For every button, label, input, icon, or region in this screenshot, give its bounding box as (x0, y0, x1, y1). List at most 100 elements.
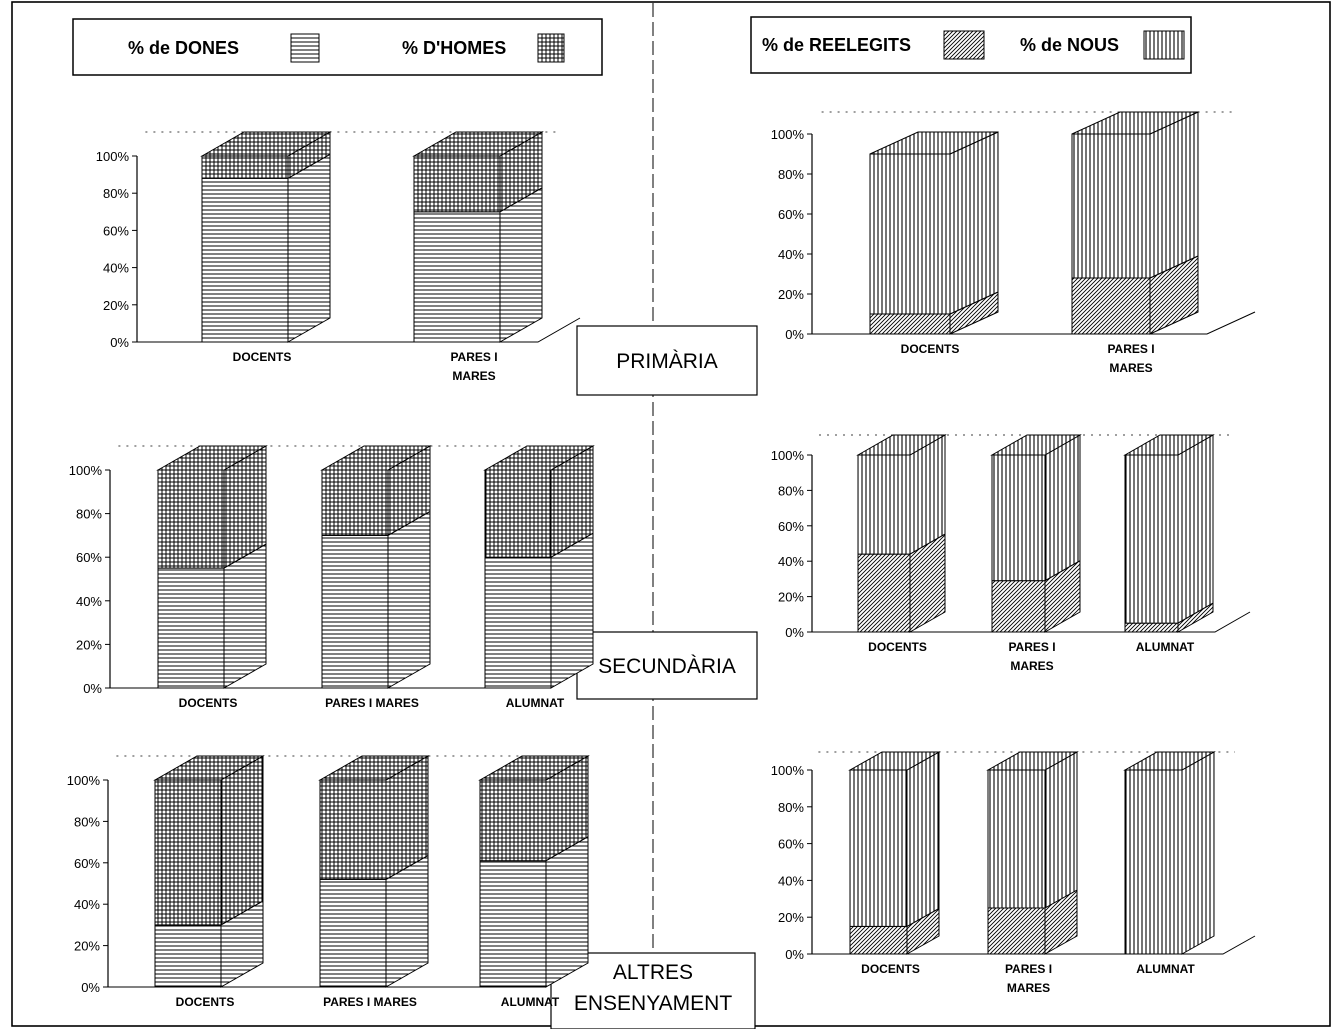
x-category-label: PARES I (1008, 640, 1055, 654)
x-category-label: DOCENTS (176, 995, 235, 1009)
legend-men-swatch (537, 33, 565, 63)
y-tick-label: 100% (771, 448, 805, 463)
bar-diagonal-segment-front (1124, 622, 1179, 633)
x-category-label: MARES (452, 369, 495, 383)
level-box-primaria: PRIMÀRIA (576, 325, 758, 396)
bar-vertical-segment-front (991, 454, 1046, 582)
bar-horizontal-segment-front (484, 556, 552, 689)
y-tick-label: 40% (778, 247, 804, 262)
y-tick-label: 20% (76, 637, 102, 652)
bar-vertical-segment-side (1149, 111, 1199, 279)
level-box-secundaria: SECUNDÀRIA (576, 631, 758, 700)
x-category-label: DOCENTS (179, 696, 238, 710)
bar-vertical-segment-front (987, 769, 1046, 909)
level-label-altres-line2: ENSENYAMENT (574, 992, 732, 1015)
x-category-label: ALUMNAT (1136, 640, 1195, 654)
bar-horizontal-segment-side (287, 153, 331, 343)
bar-diagonal-segment-front (857, 553, 911, 633)
legend-reelected-swatch (943, 30, 985, 60)
bar-horizontal-segment-side (550, 532, 594, 689)
legend-men-label: % D'HOMES (402, 38, 506, 58)
bar-horizontal-segment-front (319, 878, 387, 988)
bar-horizontal-segment-side (545, 835, 589, 988)
level-label-altres-line1: ALTRES (613, 961, 693, 984)
y-tick-label: 20% (778, 287, 804, 302)
bar-diagonal-segment-front (991, 580, 1046, 633)
chart-election-altres: 0% 20% 40% 60% 80% 100% DOCENTS PARES I MARES ALU… (771, 751, 1256, 995)
chart-election-secundaria: 0% 20% 40% 60% 80% 100% DOCENTS PARES I MARES ALU… (771, 434, 1251, 673)
legend-new-label: % de NOUS (1020, 35, 1119, 55)
x-category-label: PARES I (1005, 962, 1052, 976)
chart-gender-altres: 0% 20% 40% 60% 80% 100% DOCENTS PARES I MARES AL… (67, 755, 590, 1009)
x-category-label: ALUMNAT (501, 995, 560, 1009)
bar-diagonal-segment-front (987, 907, 1046, 955)
y-tick-label: 100% (96, 149, 130, 164)
level-box-altres: ALTRES ENSENYAMENT (550, 952, 756, 1029)
x-category-label: MARES (1007, 981, 1050, 995)
y-tick-label: 0% (83, 681, 102, 696)
bar-grid-segment-front (154, 779, 222, 926)
x-category-label: PARES I MARES (323, 995, 417, 1009)
x-category-label: DOCENTS (868, 640, 927, 654)
y-tick-label: 80% (778, 167, 804, 182)
bar-top-face (986, 751, 1079, 771)
y-tick-label: 20% (778, 590, 804, 605)
bar-grid-segment-side (220, 755, 264, 926)
bar-horizontal-segment-side (223, 543, 267, 689)
chart-election-primaria: 0% 20% 40% 60% 80% 100% DOCENTS PARES I MARES (771, 111, 1256, 375)
bar-grid-segment-front (201, 155, 289, 179)
bar-top-face (156, 445, 268, 471)
x-category-label: DOCENTS (901, 342, 960, 356)
x-category-label: ALUMNAT (1136, 962, 1195, 976)
bar-top-face (1123, 434, 1215, 456)
y-tick-label: 0% (785, 327, 804, 342)
bar-vertical-segment-front (1124, 454, 1179, 624)
bar-top-face (856, 434, 947, 456)
bar-vertical-segment-front (1124, 769, 1183, 955)
bar-vertical-segment-side (1181, 751, 1215, 955)
bar-vertical-segment-front (849, 769, 908, 927)
x-category-label: MARES (1010, 659, 1053, 673)
y-tick-label: 0% (110, 335, 129, 350)
y-tick-label: 40% (103, 261, 129, 276)
y-tick-label: 100% (67, 773, 101, 788)
y-tick-label: 20% (778, 910, 804, 925)
bar-grid-segment-front (479, 779, 547, 862)
bar-top-face (412, 131, 544, 157)
x-category-label: ALUMNAT (506, 696, 565, 710)
bar-grid-segment-front (484, 469, 552, 558)
y-tick-label: 40% (76, 594, 102, 609)
bar-diagonal-segment-front (869, 313, 951, 335)
y-tick-label: 80% (778, 483, 804, 498)
bar-vertical-segment-side (906, 751, 940, 928)
legend-reelected-label: % de REELEGITS (762, 35, 911, 55)
bar-top-face (483, 445, 595, 471)
bar-vertical-segment-side (949, 131, 999, 315)
bar-vertical-segment-side (1177, 434, 1214, 624)
bar-grid-segment-front (319, 779, 387, 880)
bar-top-face (318, 755, 430, 781)
legend-gender: % de DONES % D'HOMES (72, 18, 603, 76)
chart-gender-primaria: 0% 20% 40% 60% 80% 100% DOCENTS PARES I MARES (96, 131, 581, 383)
y-tick-label: 60% (778, 519, 804, 534)
bar-diagonal-segment-front (1071, 277, 1151, 335)
bar-horizontal-segment-front (413, 211, 501, 343)
bar-top-face (869, 131, 999, 155)
y-tick-label: 60% (76, 550, 102, 565)
legend-new-swatch (1143, 30, 1185, 60)
legend-election: % de REELEGITS % de NOUS (750, 16, 1192, 74)
bar-horizontal-segment-front (154, 924, 222, 988)
bar-horizontal-segment-front (157, 567, 225, 689)
x-category-label: DOCENTS (861, 962, 920, 976)
bar-grid-segment-front (157, 469, 225, 569)
x-category-label: PARES I (450, 350, 497, 364)
y-tick-label: 60% (778, 837, 804, 852)
bar-top-face (200, 131, 332, 157)
bar-vertical-segment-side (1044, 434, 1081, 582)
bar-horizontal-segment-front (321, 534, 389, 689)
y-tick-label: 40% (74, 897, 100, 912)
level-label-secundaria: SECUNDÀRIA (598, 655, 736, 678)
y-tick-label: 80% (778, 800, 804, 815)
floor-line (812, 935, 1256, 955)
